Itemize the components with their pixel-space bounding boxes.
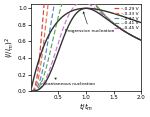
X-axis label: $t/t_m$: $t/t_m$	[79, 102, 93, 113]
Legend: -0.29 V, -0.33 V, -0.37 V, -0.41 V, -0.45 V: -0.29 V, -0.33 V, -0.37 V, -0.41 V, -0.4…	[113, 6, 139, 31]
Text: Instantaneous nucleation: Instantaneous nucleation	[40, 78, 95, 86]
Y-axis label: $(i/i_m)^2$: $(i/i_m)^2$	[4, 37, 16, 58]
Text: Progressive nucleation: Progressive nucleation	[65, 12, 114, 33]
